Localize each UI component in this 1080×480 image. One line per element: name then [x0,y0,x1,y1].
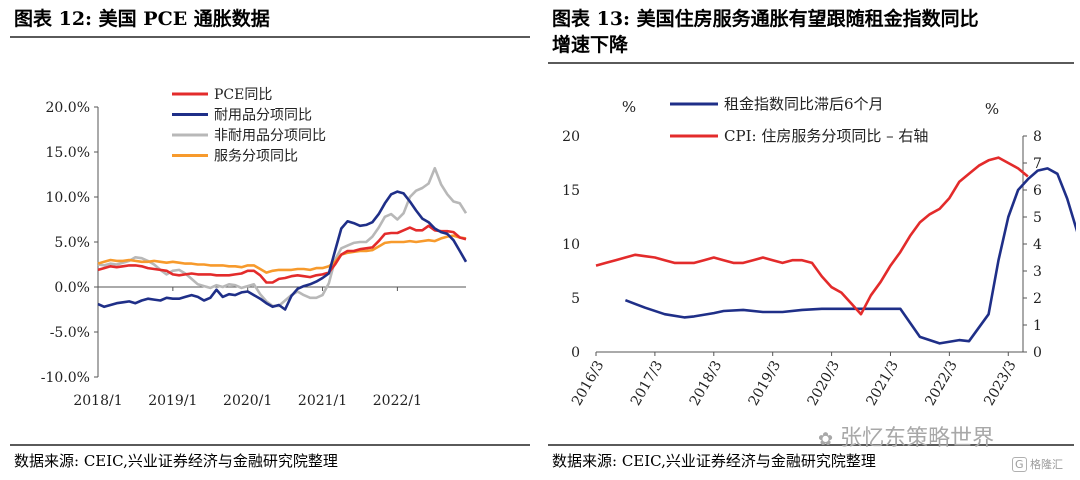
series-line-3 [97,234,467,274]
legend-label: 耐用品分项同比 [214,108,312,124]
left-chart-title: 图表 12: 美国 PCE 通胀数据 [14,8,270,30]
y-left-unit: % [622,98,636,116]
y-right-tick-label: 7 [1033,156,1042,172]
y-right-tick-label: 6 [1033,183,1042,199]
watermark-label: 张忆东策略世界 [840,426,995,451]
badge-label: 格隆汇 [1030,458,1064,471]
legend-label: 租金指数同比滞后6个月 [724,95,884,113]
legend-label: 服务分项同比 [214,149,298,165]
wechat-icon: ✿ [818,429,834,450]
x-tick-label: 2020/3 [805,358,843,409]
series-line-1 [595,156,1029,316]
y-tick-label: 5.0% [54,235,90,251]
y-left-tick-label: 20 [562,129,580,145]
y-right-tick-label: 4 [1033,237,1042,253]
right-source-rule [548,444,1074,446]
x-tick-label: 2022/3 [922,358,960,409]
right-data-source: 数据来源: CEIC,兴业证券经济与金融研究院整理 [552,452,876,470]
y-left-tick-label: 15 [562,183,580,199]
series-line-0 [97,224,467,284]
left-chart: 20.0% 15.0% 10.0% 5.0% 0.0% -5.0% -10.0% 2018/1… [41,87,468,409]
left-title-rule [10,36,530,38]
left-data-source: 数据来源: CEIC,兴业证券经济与金融研究院整理 [14,452,338,470]
y-right-tick-label: 2 [1033,291,1042,307]
x-tick-label: 2018/3 [687,358,725,409]
badge-logo-icon: G [1012,457,1027,472]
y-right-unit: % [985,100,999,118]
y-tick-label: 15.0% [46,145,90,161]
legend-label: CPI: 住房服务分项同比 – 右轴 [724,127,928,145]
left-source-rule [10,444,530,446]
x-tick-label: 2017/3 [628,358,666,409]
y-tick-label: -10.0% [41,370,90,386]
x-tick-label: 2023/3 [981,358,1019,409]
right-title-rule [548,62,1074,64]
y-left-tick-label: 10 [562,237,580,253]
y-right-tick-label: 5 [1033,210,1042,226]
legend-label: 非耐用品分项同比 [214,128,326,144]
x-tick-label: 2020/1 [223,393,272,409]
x-tick-label: 2021/3 [863,358,901,409]
series-line-2 [97,166,468,308]
y-tick-label: -5.0% [50,325,90,341]
y-right-tick-label: 8 [1033,129,1042,145]
x-tick-label: 2019/3 [746,358,784,409]
x-tick-label: 2021/1 [298,393,347,409]
legend-label: PCE同比 [214,87,272,103]
right-chart-title-line2: 增速下降 [552,34,629,56]
right-chart-title-line1: 图表 13: 美国住房服务通胀有望跟随租金指数同比 [552,8,979,30]
x-tick-label: 2016/3 [569,358,607,409]
x-tick-label: 2022/1 [373,393,422,409]
x-tick-label: 2018/1 [73,393,122,409]
y-left-tick-label: 5 [571,291,580,307]
series-line-1 [97,190,468,311]
y-tick-label: 10.0% [46,190,90,206]
y-tick-label: 20.0% [46,100,90,116]
watermark-text: ✿ 张忆东策略世界 [818,420,994,452]
x-tick-label: 2019/1 [148,393,197,409]
y-tick-label: 0.0% [54,280,90,296]
y-right-tick-label: 1 [1033,318,1042,334]
y-left-tick-label: 0 [571,345,580,361]
series-line-0 [624,167,1076,345]
watermark-badge: G 格隆汇 [1012,456,1063,472]
y-right-tick-label: 0 [1033,345,1042,361]
y-right-tick-label: 3 [1033,264,1042,280]
